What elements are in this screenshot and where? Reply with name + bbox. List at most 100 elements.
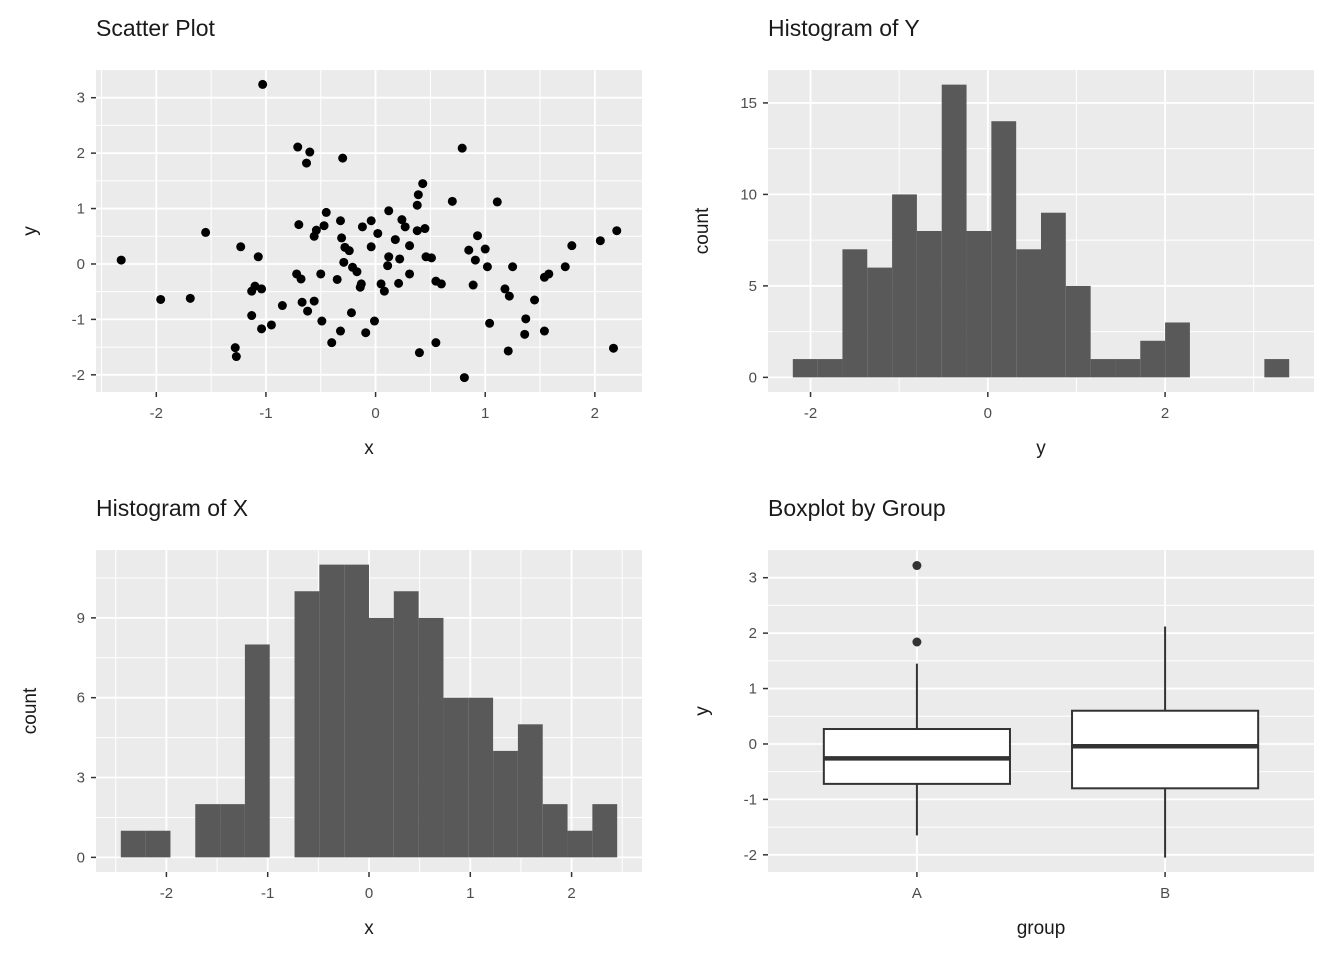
- data-point: [339, 257, 349, 267]
- data-point: [384, 252, 394, 262]
- data-point: [297, 297, 307, 307]
- data-point: [332, 274, 342, 284]
- data-point: [366, 242, 376, 252]
- data-point: [412, 200, 422, 210]
- plot-scatter: -2 -1 0 1 2 -2 -1 0 1 2 3 Scatter Plot x y: [0, 0, 672, 480]
- outlier-point: [912, 637, 922, 647]
- data-point: [503, 346, 513, 356]
- histogram-bar: [145, 830, 171, 858]
- y-tick-label: 2: [749, 625, 757, 642]
- y-tick-label: -2: [744, 847, 757, 864]
- data-point: [397, 215, 407, 225]
- plot-boxplot: A B -2 -1 0 1 2 3 Boxplot by Group group y: [672, 480, 1344, 960]
- data-point: [303, 306, 313, 316]
- data-point: [346, 308, 356, 318]
- data-point: [236, 242, 246, 252]
- histogram-bar: [393, 591, 419, 858]
- data-point: [544, 269, 554, 279]
- histogram-bar: [817, 359, 843, 378]
- y-tick-label: -1: [744, 791, 757, 808]
- data-point: [414, 348, 424, 358]
- data-point: [247, 311, 257, 321]
- data-point: [327, 338, 337, 348]
- data-point: [612, 226, 622, 236]
- data-point: [376, 279, 386, 289]
- data-point: [431, 338, 441, 348]
- histogram-y-y-axis-title: count: [692, 207, 713, 255]
- histogram-bar: [1041, 212, 1066, 378]
- x-tick-label: -2: [160, 885, 173, 902]
- data-point: [530, 295, 540, 305]
- histogram-bar: [220, 804, 245, 858]
- data-point: [413, 190, 423, 200]
- data-point: [373, 228, 383, 238]
- y-tick-label: 0: [749, 369, 757, 386]
- data-point: [277, 301, 287, 311]
- data-point: [395, 254, 405, 264]
- data-point: [352, 267, 362, 277]
- histogram-bar: [468, 697, 494, 858]
- histogram-bar: [294, 591, 320, 858]
- data-point: [379, 286, 389, 296]
- histogram-bar: [567, 830, 593, 858]
- y-tick-label: 10: [740, 186, 757, 203]
- histogram-bar: [344, 564, 369, 858]
- histogram-bar: [517, 724, 543, 858]
- histogram-bar: [1264, 359, 1290, 378]
- histogram-bar: [991, 121, 1017, 378]
- histogram-bar: [842, 249, 868, 378]
- data-point: [464, 245, 474, 255]
- data-point: [383, 261, 393, 271]
- data-point: [468, 280, 478, 290]
- x-tick-label: B: [1160, 885, 1170, 902]
- data-point: [366, 216, 376, 226]
- y-tick-label: 9: [77, 610, 85, 627]
- histogram-bar: [319, 564, 345, 858]
- data-point: [436, 279, 446, 289]
- data-point: [384, 206, 394, 216]
- data-point: [608, 343, 618, 353]
- data-point: [296, 274, 306, 284]
- histogram-bar: [1016, 249, 1041, 378]
- histogram-bar: [493, 750, 518, 858]
- histogram-y-canvas: -2 0 2 0 5 10 15: [740, 70, 1314, 422]
- histogram-bar: [916, 231, 942, 378]
- x-tick-label: -2: [150, 405, 163, 422]
- y-tick-label: 0: [749, 736, 757, 753]
- histogram-bar: [542, 804, 568, 858]
- data-point: [258, 79, 268, 89]
- data-point: [266, 320, 276, 330]
- data-point: [294, 220, 304, 230]
- data-point: [257, 324, 267, 334]
- data-point: [412, 226, 422, 236]
- histogram-bar: [195, 804, 221, 858]
- y-tick-label: 6: [77, 690, 85, 707]
- outlier-point: [912, 561, 922, 571]
- x-tick-label: 1: [481, 405, 489, 422]
- histogram-bar: [369, 617, 394, 858]
- data-point: [361, 328, 371, 338]
- data-point: [309, 296, 319, 306]
- data-point: [521, 314, 531, 324]
- data-point: [504, 291, 514, 301]
- data-point: [338, 153, 348, 163]
- histogram-bar: [443, 697, 469, 858]
- y-tick-label: -1: [72, 311, 85, 328]
- data-point: [473, 231, 483, 241]
- data-point: [508, 262, 518, 272]
- histogram-bar: [592, 804, 618, 858]
- y-tick-label: 3: [749, 570, 757, 587]
- y-tick-label: 0: [77, 849, 85, 866]
- data-point: [457, 143, 467, 153]
- y-tick-label: 3: [77, 90, 85, 107]
- y-tick-label: 3: [77, 770, 85, 787]
- data-point: [420, 224, 430, 234]
- data-point: [595, 236, 605, 246]
- data-point: [257, 284, 267, 294]
- histogram-x-title: Histogram of X: [96, 495, 249, 521]
- data-point: [321, 207, 331, 217]
- data-point: [316, 269, 326, 279]
- histogram-bar: [941, 84, 967, 378]
- box: [1071, 709, 1260, 790]
